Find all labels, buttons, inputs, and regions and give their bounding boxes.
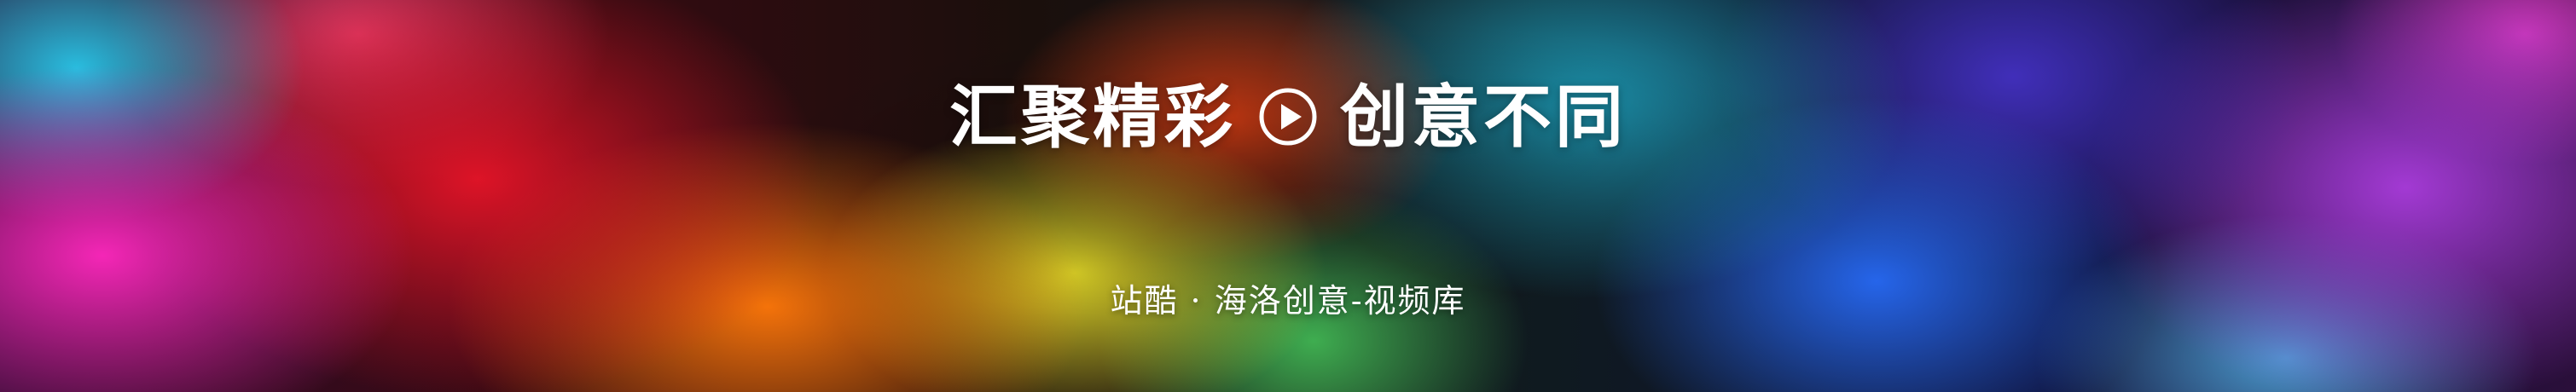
title-right: 创意不同 [1340,77,1627,157]
banner-subtitle: 站酷 · 海洛创意-视频库 [1110,282,1466,320]
banner-title: 汇聚精彩 创意不同 [0,70,2576,164]
title-left: 汇聚精彩 [949,77,1236,157]
play-circle-icon[interactable] [1258,87,1318,147]
